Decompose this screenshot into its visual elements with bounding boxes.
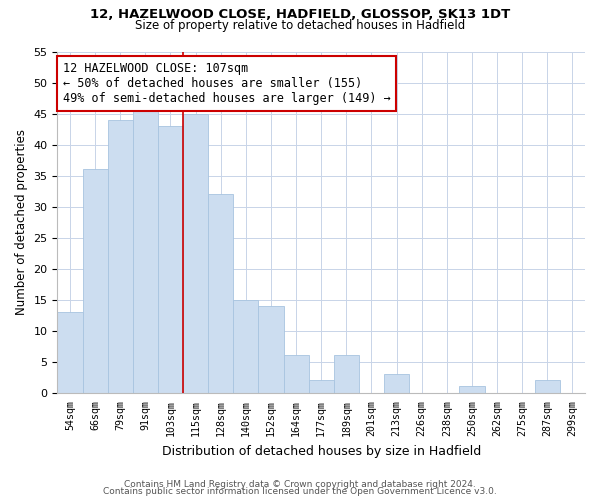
Bar xyxy=(183,114,208,392)
Text: Contains HM Land Registry data © Crown copyright and database right 2024.: Contains HM Land Registry data © Crown c… xyxy=(124,480,476,489)
Bar xyxy=(308,380,334,392)
Bar xyxy=(259,306,284,392)
Bar xyxy=(384,374,409,392)
Y-axis label: Number of detached properties: Number of detached properties xyxy=(15,129,28,315)
Bar xyxy=(535,380,560,392)
Bar xyxy=(233,300,259,392)
Text: Size of property relative to detached houses in Hadfield: Size of property relative to detached ho… xyxy=(135,18,465,32)
Text: 12, HAZELWOOD CLOSE, HADFIELD, GLOSSOP, SK13 1DT: 12, HAZELWOOD CLOSE, HADFIELD, GLOSSOP, … xyxy=(90,8,510,20)
Bar xyxy=(83,170,107,392)
Bar xyxy=(58,312,83,392)
X-axis label: Distribution of detached houses by size in Hadfield: Distribution of detached houses by size … xyxy=(161,444,481,458)
Bar xyxy=(460,386,485,392)
Bar xyxy=(284,356,308,393)
Bar xyxy=(158,126,183,392)
Text: Contains public sector information licensed under the Open Government Licence v3: Contains public sector information licen… xyxy=(103,487,497,496)
Bar xyxy=(334,356,359,393)
Text: 12 HAZELWOOD CLOSE: 107sqm
← 50% of detached houses are smaller (155)
49% of sem: 12 HAZELWOOD CLOSE: 107sqm ← 50% of deta… xyxy=(62,62,391,104)
Bar xyxy=(107,120,133,392)
Bar xyxy=(208,194,233,392)
Bar xyxy=(133,108,158,393)
